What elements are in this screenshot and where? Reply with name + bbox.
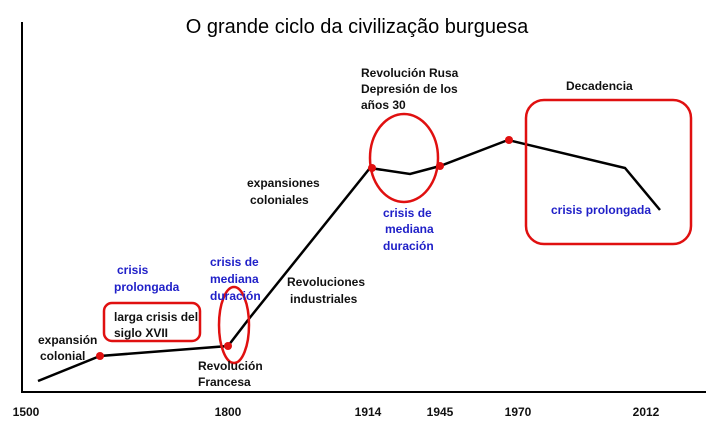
annotation: Decadencia <box>566 79 633 93</box>
year-label: 1500 <box>13 405 40 419</box>
annotation: crisis <box>117 263 149 277</box>
annotation: colonial <box>40 349 85 363</box>
annotation: expansiones <box>247 176 320 190</box>
year-label: 1914 <box>355 405 382 419</box>
year-label: 1800 <box>215 405 242 419</box>
annotation: coloniales <box>250 193 309 207</box>
highlights <box>102 98 693 365</box>
highlight-box <box>102 301 202 343</box>
annotation: siglo XVII <box>114 326 168 340</box>
annotation: larga crisis del <box>114 310 198 324</box>
highlight-box <box>524 98 693 246</box>
annotation: expansión <box>38 333 97 347</box>
year-label: 1945 <box>427 405 454 419</box>
annotation: mediana <box>210 272 259 286</box>
annotation: Revolución Rusa <box>361 66 459 80</box>
annotation: industriales <box>290 292 358 306</box>
annotation: mediana <box>385 222 434 236</box>
annotation: Francesa <box>198 375 251 389</box>
annotation: crisis prolongada <box>551 203 651 217</box>
title: O grande ciclo da civilização burguesa <box>186 16 529 38</box>
annotation: crisis de <box>383 206 432 220</box>
annotation: Revolución <box>198 359 263 373</box>
annotation: duración <box>383 239 434 253</box>
annotation: Depresión de los <box>361 82 458 96</box>
annotation: Revoluciones <box>287 275 365 289</box>
marker <box>224 342 232 350</box>
marker <box>505 136 513 144</box>
highlight-ellipse <box>217 285 251 365</box>
annotation: años 30 <box>361 98 406 112</box>
year-label: 2012 <box>633 405 660 419</box>
marker <box>96 352 104 360</box>
annotation: duración <box>210 289 261 303</box>
highlight-ellipse <box>368 112 440 204</box>
annotation: prolongada <box>114 280 180 294</box>
annotation: crisis de <box>210 255 259 269</box>
cycle-line <box>37 138 661 383</box>
year-label: 1970 <box>505 405 532 419</box>
